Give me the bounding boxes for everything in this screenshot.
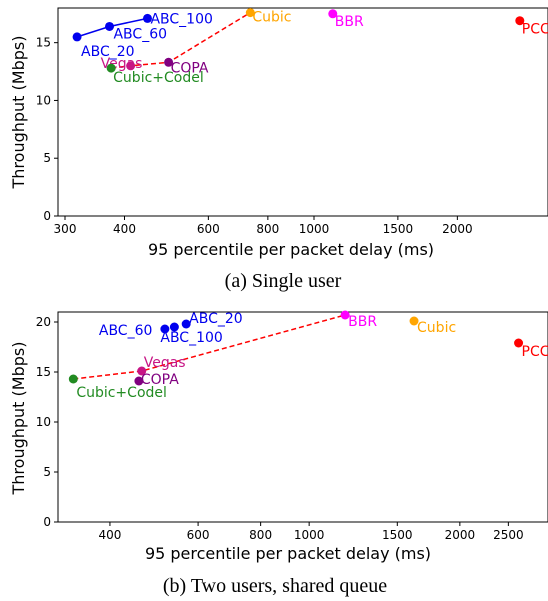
point-bbr xyxy=(340,310,350,320)
y-tick-label: 15 xyxy=(36,365,51,379)
point-abc-20 xyxy=(181,319,191,329)
point-vegas xyxy=(137,366,147,376)
x-tick-label: 800 xyxy=(256,222,279,236)
x-tick-label: 400 xyxy=(98,528,121,542)
y-tick-label: 10 xyxy=(36,93,51,107)
point-label-cubic: Cubic xyxy=(252,10,291,26)
ylabel-b: Throughput (Mbps) xyxy=(9,342,28,496)
point-copa xyxy=(164,57,174,67)
point-label-cubic-codel: Cubic+Codel xyxy=(113,70,204,86)
point-label-abc-100: ABC_100 xyxy=(150,11,212,27)
x-tick-label: 1000 xyxy=(299,222,330,236)
point-abc-20 xyxy=(72,32,82,42)
point-abc-100 xyxy=(169,322,179,332)
y-tick-label: 5 xyxy=(43,465,51,479)
y-tick-label: 0 xyxy=(43,515,51,529)
point-cubic-codel xyxy=(106,63,116,73)
y-tick-label: 10 xyxy=(36,415,51,429)
point-label-abc-60: ABC_60 xyxy=(99,323,153,339)
point-vegas xyxy=(126,61,136,71)
point-pcc xyxy=(514,338,524,348)
point-label-cubic: Cubic xyxy=(417,320,456,336)
dashed-series-line xyxy=(111,11,251,69)
x-tick-label: 1500 xyxy=(383,222,414,236)
point-abc-60 xyxy=(104,21,114,31)
point-label-abc-20: ABC_20 xyxy=(189,311,243,327)
x-tick-label: 1500 xyxy=(382,528,413,542)
point-cubic xyxy=(409,316,419,326)
point-copa xyxy=(134,376,144,386)
point-label-abc-100: ABC_100 xyxy=(160,330,222,346)
point-cubic xyxy=(245,8,255,18)
point-label-pcc: PCC xyxy=(522,344,548,360)
point-label-copa: COPA xyxy=(141,372,179,388)
point-label-cubic-codel: Cubic+Codel xyxy=(76,385,167,401)
point-label-bbr: BBR xyxy=(348,314,377,330)
point-label-abc-20: ABC_20 xyxy=(81,44,135,60)
x-tick-label: 2000 xyxy=(445,528,476,542)
point-label-abc-60: ABC_60 xyxy=(113,26,167,42)
caption-a: (a) Single user xyxy=(225,270,342,292)
x-tick-label: 600 xyxy=(187,528,210,542)
point-abc-60 xyxy=(160,324,170,334)
point-abc-100 xyxy=(142,13,152,23)
point-label-pcc: PCC xyxy=(522,22,548,38)
point-label-vegas: Vegas xyxy=(144,355,186,371)
x-tick-label: 600 xyxy=(197,222,220,236)
point-bbr xyxy=(328,9,338,19)
panel-two-users: Throughput (Mbps) 95 percentile per pack… xyxy=(9,310,548,597)
point-cubic-codel xyxy=(68,374,78,384)
ylabel-a: Throughput (Mbps) xyxy=(9,36,28,190)
xlabel-a: 95 percentile per packet delay (ms) xyxy=(148,240,434,259)
x-tick-label: 2500 xyxy=(493,528,524,542)
y-tick-label: 15 xyxy=(36,36,51,50)
xlabel-b: 95 percentile per packet delay (ms) xyxy=(145,544,431,563)
point-label-copa: COPA xyxy=(171,60,209,76)
y-tick-label: 20 xyxy=(36,315,51,329)
plot-frame xyxy=(57,7,548,217)
point-label-bbr: BBR xyxy=(335,14,364,30)
x-tick-label: 400 xyxy=(113,222,136,236)
y-tick-label: 0 xyxy=(43,209,51,223)
y-tick-label: 5 xyxy=(43,151,51,165)
x-tick-label: 2000 xyxy=(442,222,473,236)
caption-b: (b) Two users, shared queue xyxy=(163,575,387,597)
x-tick-label: 800 xyxy=(249,528,272,542)
point-pcc xyxy=(515,16,525,26)
x-tick-label: 300 xyxy=(54,222,77,236)
x-tick-label: 1000 xyxy=(294,528,325,542)
panel-single-user: Throughput (Mbps) 95 percentile per pack… xyxy=(9,7,548,292)
plot-frame xyxy=(57,311,548,523)
